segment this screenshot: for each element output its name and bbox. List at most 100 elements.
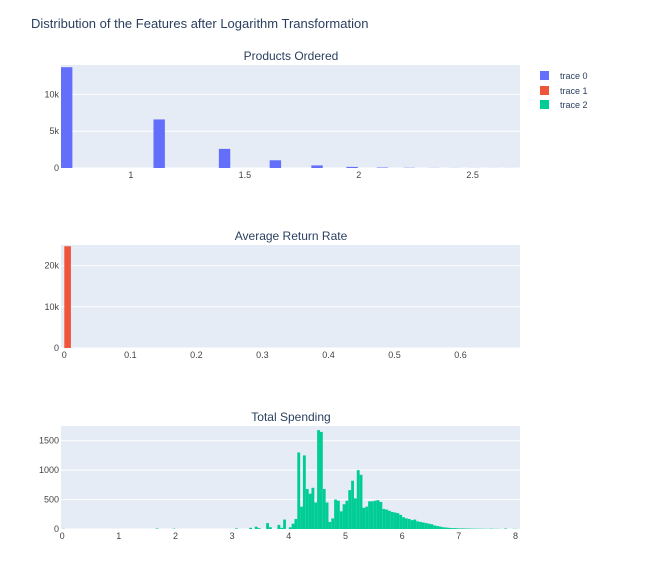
total-spending-bar[interactable]: [430, 524, 434, 529]
total-spending-bar[interactable]: [300, 506, 303, 529]
total-spending-bar[interactable]: [427, 523, 431, 529]
total-spending-bar[interactable]: [373, 500, 377, 529]
total-spending-bar[interactable]: [319, 431, 323, 529]
average-return-rate-x-tick-label: 0.1: [124, 350, 137, 360]
figure-title: Distribution of the Features after Logar…: [31, 16, 368, 31]
total-spending-bar[interactable]: [416, 521, 420, 529]
total-spending-bar[interactable]: [294, 518, 298, 529]
legend-swatch-trace-1: [540, 86, 549, 95]
total-spending-bar[interactable]: [277, 524, 281, 529]
total-spending-bar[interactable]: [407, 518, 411, 529]
total-spending-bar[interactable]: [413, 519, 417, 529]
legend-swatch-trace-2: [540, 100, 549, 109]
total-spending-bar[interactable]: [348, 490, 352, 529]
total-spending-bar[interactable]: [351, 480, 354, 529]
total-spending-bar[interactable]: [266, 523, 269, 529]
total-spending-bar[interactable]: [441, 527, 445, 529]
total-spending-bar[interactable]: [404, 518, 408, 529]
products-ordered-bar[interactable]: [311, 165, 323, 168]
total-spending-bar[interactable]: [450, 528, 454, 529]
total-spending-bar[interactable]: [302, 455, 306, 529]
total-spending-bar[interactable]: [291, 523, 295, 529]
total-spending-subplot: Total Spending 0 500 1000 1500 0 1 2 3 4 5 6 7 8: [39, 410, 520, 541]
total-spending-bar[interactable]: [376, 500, 380, 529]
total-spending-bar[interactable]: [339, 511, 343, 529]
total-spending-bar[interactable]: [461, 528, 465, 529]
total-spending-bar[interactable]: [322, 488, 326, 529]
total-spending-bar[interactable]: [353, 498, 357, 529]
total-spending-bar[interactable]: [436, 526, 439, 529]
total-spending-bar[interactable]: [297, 452, 301, 529]
total-spending-bar[interactable]: [268, 527, 272, 529]
average-return-rate-x-tick-label: 0.2: [190, 350, 203, 360]
total-spending-bar[interactable]: [399, 514, 403, 529]
total-spending-x-tick-label: 2: [173, 531, 178, 541]
total-spending-bar[interactable]: [368, 501, 371, 529]
products-ordered-x-tick-label: 1.5: [239, 170, 252, 180]
total-spending-bar[interactable]: [359, 474, 363, 529]
legend[interactable]: trace 0 trace 1 trace 2: [540, 71, 588, 110]
total-spending-bar[interactable]: [447, 527, 451, 529]
products-ordered-bar[interactable]: [346, 166, 358, 168]
total-spending-bar[interactable]: [317, 430, 320, 529]
total-spending-bar[interactable]: [421, 522, 425, 529]
total-spending-y-tick-label: 500: [44, 495, 59, 505]
total-spending-bar[interactable]: [342, 504, 346, 529]
average-return-rate-bar[interactable]: [64, 246, 71, 348]
total-spending-bar[interactable]: [288, 527, 292, 529]
total-spending-bar[interactable]: [390, 511, 394, 529]
total-spending-bar[interactable]: [453, 528, 456, 529]
total-spending-bar[interactable]: [328, 521, 332, 529]
total-spending-bar[interactable]: [455, 528, 459, 529]
average-return-rate-y-tick-label: 10k: [44, 302, 59, 312]
total-spending-bar[interactable]: [257, 528, 261, 529]
total-spending-bar[interactable]: [362, 507, 366, 529]
total-spending-bar[interactable]: [419, 521, 422, 529]
total-spending-bar[interactable]: [402, 517, 405, 529]
products-ordered-bar[interactable]: [61, 67, 73, 168]
total-spending-bar[interactable]: [356, 470, 360, 529]
average-return-rate-y-tick-label: 20k: [44, 261, 59, 271]
total-spending-bar[interactable]: [325, 502, 329, 529]
total-spending-bar[interactable]: [382, 508, 386, 529]
products-ordered-y-tick-label: 5k: [49, 126, 59, 136]
products-ordered-bar[interactable]: [269, 160, 282, 168]
total-spending-bar[interactable]: [345, 500, 349, 529]
products-ordered-x-tick-label: 1: [128, 170, 133, 180]
total-spending-bar[interactable]: [249, 527, 252, 529]
total-spending-bar[interactable]: [458, 528, 462, 529]
legend-item-trace-0[interactable]: trace 0: [540, 71, 588, 81]
total-spending-bar[interactable]: [308, 493, 312, 529]
total-spending-bar[interactable]: [234, 528, 238, 529]
total-spending-bar[interactable]: [254, 526, 258, 529]
total-spending-bar[interactable]: [314, 502, 318, 529]
total-spending-bar[interactable]: [396, 513, 400, 529]
total-spending-bar[interactable]: [433, 525, 437, 529]
total-spending-bar[interactable]: [283, 519, 286, 529]
total-spending-bar[interactable]: [336, 500, 340, 529]
total-spending-bar[interactable]: [379, 501, 383, 529]
average-return-rate-plot-area: [61, 245, 520, 348]
products-ordered-bar[interactable]: [153, 119, 165, 168]
total-spending-x-tick-label: 4: [286, 531, 291, 541]
legend-item-trace-1[interactable]: trace 1: [540, 86, 588, 96]
total-spending-bar[interactable]: [438, 526, 442, 529]
total-spending-bar[interactable]: [331, 518, 335, 529]
total-spending-bar[interactable]: [424, 523, 428, 529]
legend-item-trace-2[interactable]: trace 2: [540, 100, 588, 110]
products-ordered-bar[interactable]: [218, 148, 231, 168]
total-spending-bar[interactable]: [385, 509, 388, 529]
total-spending-bar[interactable]: [311, 487, 315, 529]
total-spending-bar[interactable]: [280, 527, 284, 529]
total-spending-bar[interactable]: [305, 488, 309, 529]
total-spending-bar[interactable]: [387, 510, 391, 529]
total-spending-bar[interactable]: [393, 512, 397, 529]
total-spending-bar[interactable]: [444, 527, 448, 529]
average-return-rate-title: Average Return Rate: [235, 229, 348, 243]
total-spending-bar[interactable]: [410, 520, 414, 529]
products-ordered-x-tick-label: 2.5: [466, 170, 479, 180]
total-spending-bar[interactable]: [334, 499, 337, 529]
total-spending-bar[interactable]: [370, 501, 374, 529]
total-spending-bar[interactable]: [365, 506, 369, 529]
total-spending-x-tick-label: 8: [513, 531, 518, 541]
